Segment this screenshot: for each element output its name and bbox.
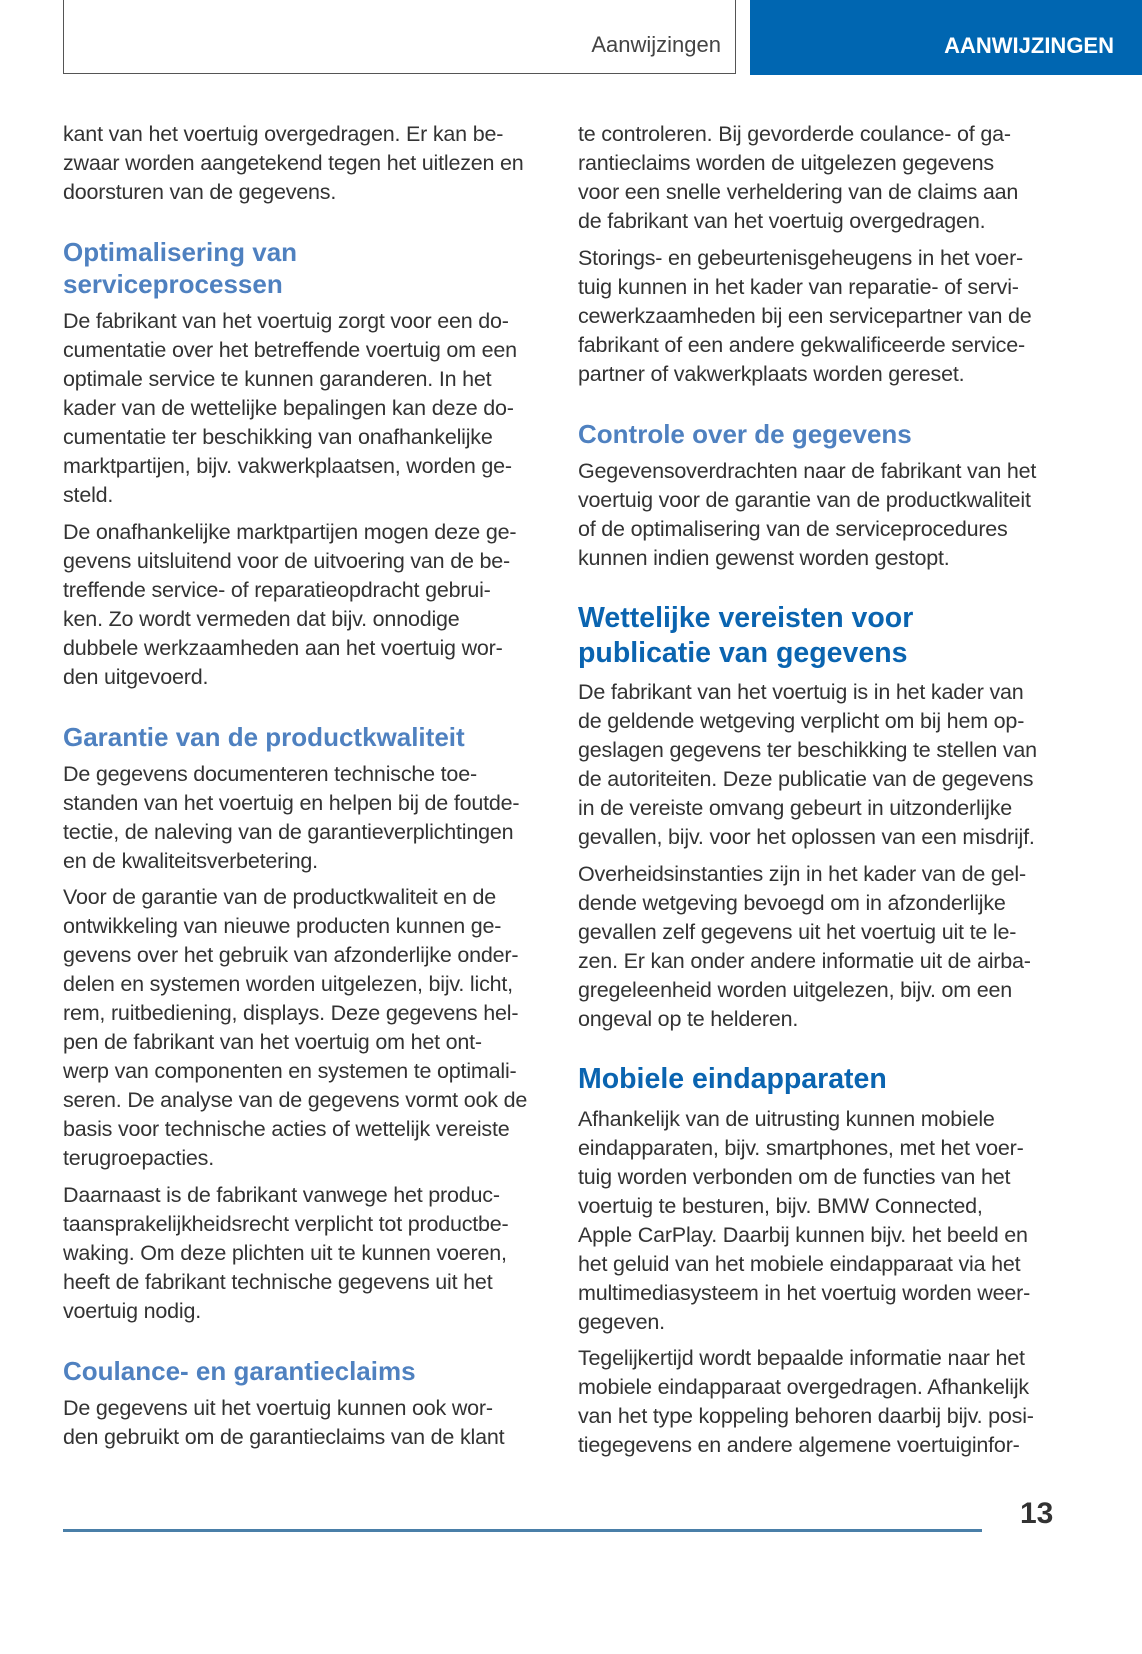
header-section-box: Aanwijzingen bbox=[63, 0, 736, 74]
section-heading: Coulance- en garantieclaims bbox=[63, 1356, 416, 1386]
paragraph: De fabrikant van het voertuig is in het … bbox=[578, 680, 1037, 849]
paragraph: Voor de garantie van de productkwaliteit… bbox=[63, 885, 528, 1170]
paragraph: Storings- en gebeurtenisgeheugens in het… bbox=[578, 246, 1032, 386]
header-chapter-label: AANWIJZINGEN bbox=[944, 33, 1114, 58]
paragraph: kant van het voertuig overgedragen. Er k… bbox=[63, 122, 524, 204]
chapter-heading: Wettelijke vereisten voor publicatie van… bbox=[578, 602, 914, 669]
paragraph: De onafhankelijke marktpartijen mogen de… bbox=[63, 520, 517, 689]
section-heading: Optimalisering van serviceprocessen bbox=[63, 237, 298, 299]
paragraph: Tegelijkertijd wordt bepaalde informatie… bbox=[578, 1346, 1034, 1457]
paragraph: De fabrikant van het voertuig zorgt voor… bbox=[63, 309, 517, 507]
section-heading: Garantie van de productkwaliteit bbox=[63, 722, 465, 752]
chapter-heading: Mobiele eindapparaten bbox=[578, 1063, 887, 1095]
footer-divider bbox=[63, 1529, 982, 1532]
paragraph: Afhankelijk van de uitrusting kunnen mob… bbox=[578, 1107, 1031, 1334]
header-section-label: Aanwijzingen bbox=[591, 32, 721, 57]
section-heading: Controle over de gegevens bbox=[578, 419, 912, 449]
paragraph: De gegevens documenteren technische toe-… bbox=[63, 762, 520, 873]
paragraph: Overheidsinstanties zijn in het kader va… bbox=[578, 862, 1031, 1031]
paragraph: te controleren. Bij gevorderde coulance-… bbox=[578, 122, 1019, 233]
paragraph: Daarnaast is de fabrikant vanwege het pr… bbox=[63, 1183, 509, 1323]
paragraph: De gegevens uit het voertuig kunnen ook … bbox=[63, 1396, 505, 1449]
paragraph: Gegevensoverdrachten naar de fabrikant v… bbox=[578, 459, 1037, 570]
header-chapter-tab: AANWIJZINGEN bbox=[750, 0, 1142, 75]
page-number: 13 bbox=[1020, 1497, 1054, 1530]
